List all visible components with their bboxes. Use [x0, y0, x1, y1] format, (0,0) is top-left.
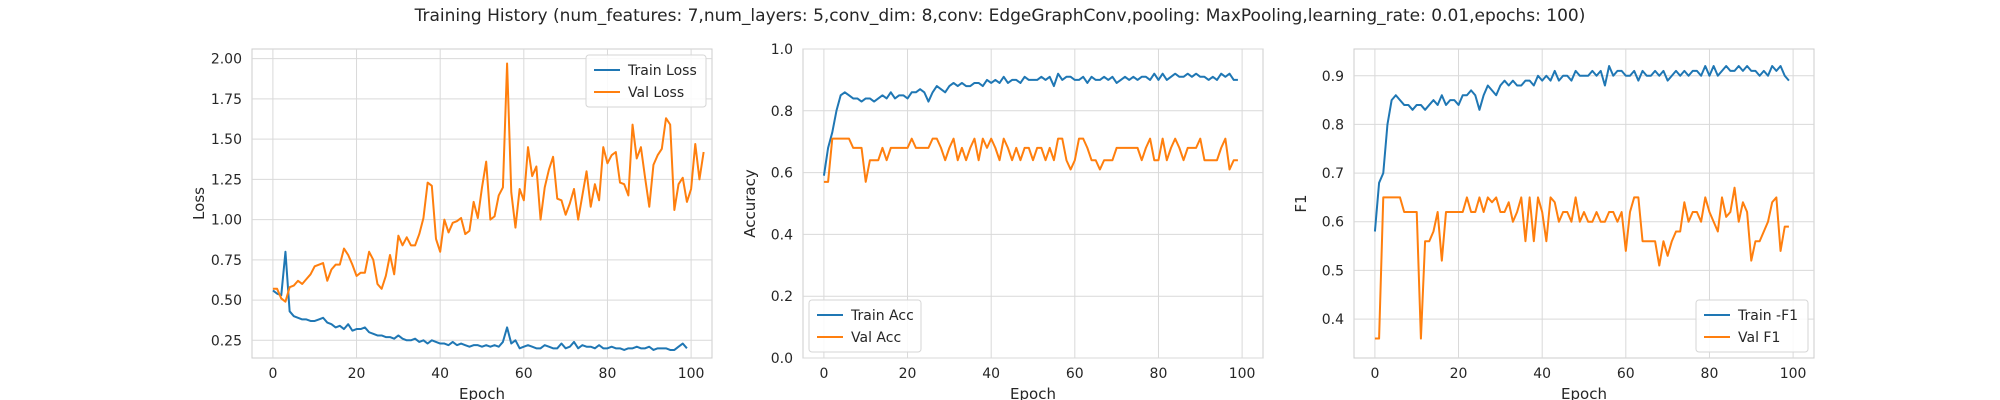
- x-tick-label: 80: [1701, 366, 1719, 382]
- x-tick-label: 80: [599, 366, 617, 382]
- x-tick-label: 20: [1450, 366, 1468, 382]
- chart-panel-0: 0 20 40 60 80 100 0.25 0.50 0.75 1.00 1.25 1.50 1.75…: [190, 48, 713, 400]
- y-axis-label: Loss: [190, 187, 208, 220]
- y-tick-label: 0.6: [771, 166, 793, 182]
- y-tick-label: 0.4: [771, 227, 793, 243]
- x-tick-label: 60: [1617, 366, 1635, 382]
- y-tick-label: 1.00: [211, 213, 242, 229]
- series-line-1: [1374, 186, 1789, 340]
- y-tick-label: 0.8: [771, 104, 793, 120]
- y-tick-label: 2.00: [211, 52, 242, 68]
- legend: Train Loss Val Loss: [585, 54, 707, 108]
- legend-entry: Val Loss: [628, 85, 684, 101]
- x-tick-label: 0: [1370, 366, 1379, 382]
- x-tick-label: 60: [1066, 366, 1084, 382]
- x-axis-label: Epoch: [459, 385, 505, 400]
- x-tick-label: 40: [431, 366, 449, 382]
- x-axis-label: Epoch: [1010, 385, 1056, 400]
- series-line-0: [822, 72, 1238, 176]
- series-line-0: [272, 250, 688, 351]
- chart-panel-1: 0 20 40 60 80 100 0.0 0.2 0.4 0.6 0.8 1.0 Epoch Accur…: [741, 42, 1264, 400]
- legend: Train Acc Val Acc: [808, 299, 922, 353]
- x-tick-label: 40: [1533, 366, 1551, 382]
- legend-entry: Train Acc: [850, 308, 914, 324]
- x-tick-label: 40: [982, 366, 1000, 382]
- legend-entry: Val Acc: [851, 330, 901, 346]
- x-tick-label: 80: [1150, 366, 1168, 382]
- y-axis-label: F1: [1292, 194, 1310, 212]
- y-tick-label: 0.7: [1322, 166, 1344, 182]
- x-tick-label: 100: [678, 366, 705, 382]
- x-axis-label: Epoch: [1561, 385, 1607, 400]
- y-tick-label: 0.75: [211, 253, 242, 269]
- legend: Train -F1 Val F1: [1695, 299, 1809, 353]
- x-tick-label: 0: [819, 366, 828, 382]
- y-tick-label: 0.2: [771, 289, 793, 305]
- y-tick-label: 1.25: [211, 172, 242, 188]
- legend-box: [808, 299, 922, 353]
- legend-entry: Val F1: [1738, 330, 1780, 346]
- y-tick-label: 0.5: [1322, 263, 1344, 279]
- y-tick-label: 1.0: [771, 42, 793, 58]
- x-tick-label: 0: [268, 366, 277, 382]
- figure-title: Training History (num_features: 7,num_la…: [414, 6, 1586, 26]
- series-line-1: [272, 62, 705, 303]
- x-tick-label: 20: [899, 366, 917, 382]
- y-tick-label: 0.9: [1322, 69, 1344, 85]
- legend-entry: Train Loss: [627, 63, 697, 79]
- x-tick-label: 100: [1229, 366, 1256, 382]
- y-tick-label: 0.6: [1322, 215, 1344, 231]
- chart-panels: 0 20 40 60 80 1000.250.500.751.001.251.501.75…: [190, 42, 1815, 400]
- y-tick-label: 0.0: [771, 351, 793, 367]
- series-line-0: [1373, 65, 1790, 232]
- y-tick-label: 1.75: [211, 92, 242, 108]
- legend-box: [585, 54, 707, 108]
- y-tick-label: 1.50: [211, 132, 242, 148]
- x-tick-label: 100: [1780, 366, 1807, 382]
- y-tick-label: 0.50: [211, 293, 242, 309]
- x-tick-label: 60: [515, 366, 533, 382]
- y-tick-label: 0.8: [1322, 117, 1344, 133]
- legend-box: [1695, 299, 1809, 353]
- y-tick-label: 0.4: [1322, 312, 1344, 328]
- series-line-1: [823, 137, 1238, 183]
- y-axis-label: Accuracy: [741, 169, 759, 238]
- y-tick-label: 0.25: [211, 333, 242, 349]
- chart-panel-2: 0 20 40 60 80 100 0.4 0.5 0.6 0.7 0.8 0.9 Epoch F1 Tra…: [1292, 48, 1815, 400]
- legend-entry: Train -F1: [1737, 308, 1798, 324]
- x-tick-label: 20: [348, 366, 366, 382]
